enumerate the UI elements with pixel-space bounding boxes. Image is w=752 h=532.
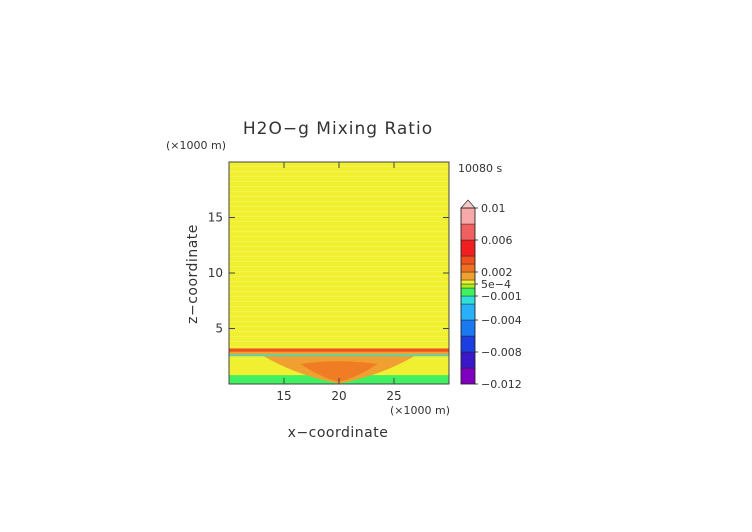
x-tick-label: 15 xyxy=(276,389,291,403)
chart-title: H2O−g Mixing Ratio xyxy=(243,119,433,139)
colorbar-label: 5e−4 xyxy=(481,278,511,291)
y-tick-label: 10 xyxy=(208,266,223,280)
colorbar-extend-arrow xyxy=(460,199,476,209)
x-axis-label: x−coordinate xyxy=(288,425,389,441)
colorbar-swatch xyxy=(460,263,476,273)
colorbar-swatch xyxy=(460,295,476,305)
colorbar-label: −0.001 xyxy=(481,290,522,303)
time-label: 10080 s xyxy=(458,162,502,175)
colorbar-swatch xyxy=(460,207,476,225)
colorbar-label: −0.012 xyxy=(481,378,522,391)
field-band-mid xyxy=(229,351,449,355)
colorbar-label: −0.008 xyxy=(481,346,522,359)
colorbar-swatch xyxy=(460,287,476,297)
y-axis-label: z−coordinate xyxy=(185,224,201,324)
plot-layer xyxy=(229,162,449,384)
colorbar-label: 0.006 xyxy=(481,234,513,247)
colorbar-label: −0.004 xyxy=(481,314,522,327)
axis-layer: 15 20 25 5 10 15 xyxy=(208,161,450,403)
colorbar-swatch xyxy=(460,279,476,285)
field-band-low xyxy=(229,354,449,357)
x-unit-label: (×1000 m) xyxy=(390,404,450,417)
colorbar-swatch xyxy=(460,255,476,265)
x-tick-label: 20 xyxy=(331,389,346,403)
y-tick-label: 15 xyxy=(208,211,223,225)
colorbar-swatch xyxy=(460,351,476,369)
colorbar-swatch xyxy=(460,335,476,353)
field-background xyxy=(229,162,449,384)
colorbar-swatch xyxy=(460,271,476,281)
colorbar-swatch xyxy=(460,223,476,241)
colorbar-swatch xyxy=(460,319,476,337)
y-tick-label: 5 xyxy=(215,322,223,336)
x-tick-label: 25 xyxy=(386,389,401,403)
colorbar-swatch xyxy=(460,239,476,257)
y-unit-label: (×1000 m) xyxy=(166,139,226,152)
field-band-top xyxy=(229,348,449,352)
colorbar-label: 0.01 xyxy=(481,202,506,215)
colorbar-swatch xyxy=(460,303,476,321)
colorbar-swatch xyxy=(460,367,476,385)
colorbar-label: 0.002 xyxy=(481,266,513,279)
field-dome-core xyxy=(300,361,378,382)
colorbar-swatch xyxy=(460,283,476,289)
